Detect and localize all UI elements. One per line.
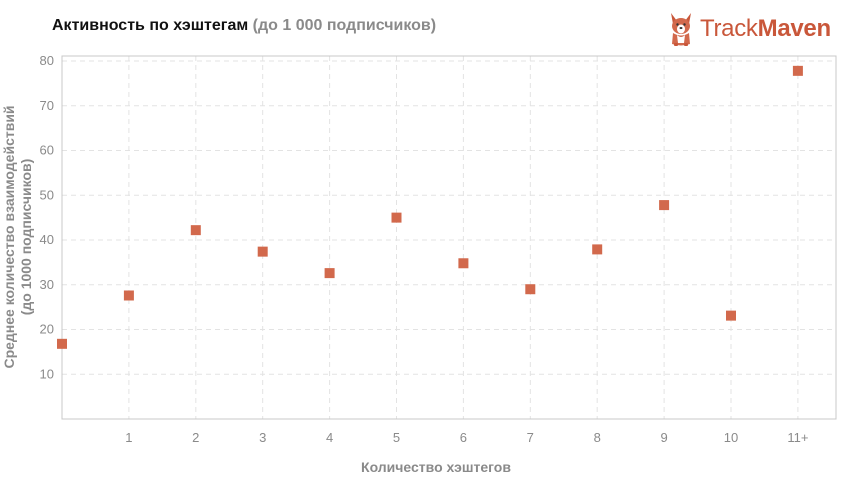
- y-tick-label: 30: [40, 277, 54, 292]
- y-tick-label: 80: [40, 53, 54, 68]
- data-point-11plus[interactable]: [792, 65, 803, 76]
- x-tick-label: 6: [460, 430, 467, 445]
- x-tick-label: 5: [393, 430, 400, 445]
- trackmaven-logo: TrackMaven: [668, 10, 831, 48]
- y-tick-label: 40: [40, 232, 54, 247]
- grid-lines: [62, 56, 836, 419]
- y-tick-label: 70: [40, 98, 54, 113]
- y-axis-title-line2: (до 1000 подписчиков): [18, 159, 34, 316]
- logo-text-maven: Maven: [757, 15, 832, 42]
- data-point-3[interactable]: [257, 246, 268, 257]
- corgi-mascot-icon: [671, 13, 691, 46]
- y-tick-label: 20: [40, 322, 54, 337]
- chart-title-main: Активность по хэштегам: [52, 17, 249, 34]
- y-tick-label: 50: [40, 187, 54, 202]
- data-point-8[interactable]: [592, 244, 603, 255]
- data-point-2[interactable]: [190, 225, 201, 236]
- x-tick-label: 8: [594, 430, 601, 445]
- y-tick-label: 60: [40, 143, 54, 158]
- plot-axes: [61, 55, 837, 420]
- chart-title: Активность по хэштегам (до 1 000 подписч…: [52, 17, 436, 35]
- chart-title-subtitle: (до 1 000 подписчиков): [252, 17, 437, 34]
- data-point-1[interactable]: [123, 290, 134, 301]
- x-axis-title: Количество хэштегов: [361, 459, 511, 475]
- data-point-9[interactable]: [659, 200, 670, 211]
- x-tick-labels: 1 2 3 4 5 6 7 8 9 10 11+: [125, 430, 808, 445]
- x-tick-label: 11+: [787, 430, 808, 445]
- x-tick-label: 7: [527, 430, 534, 445]
- data-point-6[interactable]: [458, 258, 469, 269]
- x-tick-label: 3: [259, 430, 266, 445]
- data-point-4[interactable]: [324, 268, 335, 279]
- data-points: [57, 65, 803, 349]
- plot-frame: [61, 55, 837, 420]
- data-point-0[interactable]: [57, 338, 67, 349]
- data-point-7[interactable]: [525, 284, 536, 295]
- x-tick-label: 10: [724, 430, 738, 445]
- x-tick-label: 2: [192, 430, 199, 445]
- logo-text-track: Track: [700, 15, 758, 42]
- x-tick-label: 9: [660, 430, 667, 445]
- y-axis-title-line1: Среднее количество взаимодействий: [1, 105, 17, 368]
- x-tick-label: 4: [326, 430, 333, 445]
- y-tick-label: 10: [40, 366, 54, 381]
- data-point-5[interactable]: [391, 212, 402, 223]
- data-point-10[interactable]: [726, 310, 736, 321]
- y-tick-labels: 10 20 30 40 50 60 70 80: [40, 53, 54, 381]
- x-tick-label: 1: [125, 430, 132, 445]
